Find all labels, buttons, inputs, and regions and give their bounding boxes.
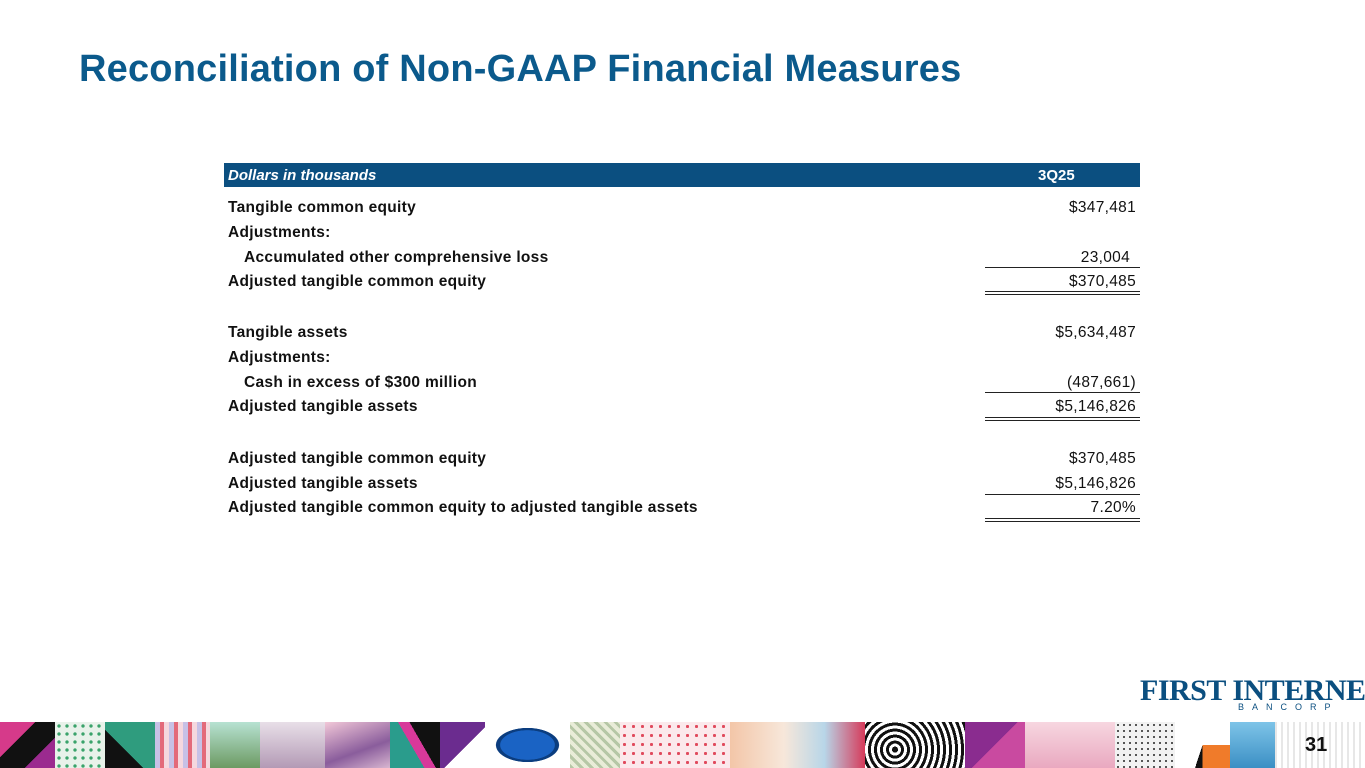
row-label: Adjusted tangible assets	[228, 475, 418, 492]
row-label: Adjusted tangible common equity to adjus…	[228, 499, 698, 516]
band-tile	[730, 722, 865, 768]
logo-wordmark: FIRST INTERNET	[1140, 674, 1365, 707]
row-label: Adjustments:	[228, 224, 331, 241]
row-value: $5,634,487	[1055, 324, 1136, 341]
row-label: Cash in excess of $300 million	[244, 374, 477, 391]
total-double-rule	[985, 417, 1140, 421]
band-tile	[570, 722, 620, 768]
header-period: 3Q25	[1038, 167, 1075, 184]
subtotal-rule	[985, 392, 1140, 393]
band-tile	[1275, 722, 1365, 768]
reconciliation-table: Dollars in thousands 3Q25 Tangible commo…	[224, 163, 1140, 522]
row-value: $370,485	[1068, 450, 1136, 467]
band-tile	[620, 722, 730, 768]
band-tile	[1175, 722, 1230, 768]
subtotal-rule	[985, 267, 1140, 268]
row-label: Tangible common equity	[228, 199, 417, 216]
row-value: $370,485	[1068, 273, 1136, 290]
band-tile	[865, 722, 965, 768]
row-value: $5,146,826	[1055, 398, 1136, 415]
band-tile	[0, 722, 55, 768]
table-row: Adjustments:	[224, 349, 1140, 369]
header-label: Dollars in thousands	[228, 167, 377, 184]
band-tile	[440, 722, 485, 768]
row-value: 23,004	[1080, 249, 1130, 266]
band-tile	[55, 722, 105, 768]
logo-subtitle: BANCORP	[1238, 702, 1339, 712]
total-double-rule	[985, 291, 1140, 295]
table-row: Cash in excess of $300 million (487,661)	[224, 374, 1140, 394]
row-label: Accumulated other comprehensive loss	[244, 249, 549, 266]
row-label: Adjusted tangible common equity	[228, 273, 487, 290]
row-value: $5,146,826	[1055, 475, 1136, 492]
band-tile	[485, 722, 570, 768]
row-label: Adjusted tangible assets	[228, 398, 418, 415]
row-value: $347,481	[1068, 199, 1136, 216]
table-row: Adjusted tangible common equity to adjus…	[224, 499, 1140, 519]
band-tile	[965, 722, 1025, 768]
band-tile	[155, 722, 210, 768]
table-row: Accumulated other comprehensive loss 23,…	[224, 249, 1140, 269]
band-tile	[105, 722, 155, 768]
band-tile	[1025, 722, 1115, 768]
band-tile	[1115, 722, 1175, 768]
company-logo: FIRST INTERNET BANCORP	[1140, 672, 1365, 712]
table-row: Tangible assets $5,634,487	[224, 324, 1140, 344]
page-number: 31	[1305, 734, 1328, 756]
table-row: Adjusted tangible common equity $370,485	[224, 450, 1140, 470]
table-row: Adjusted tangible common equity $370,485	[224, 273, 1140, 293]
table-row: Adjusted tangible assets $5,146,826	[224, 475, 1140, 495]
band-tile	[260, 722, 325, 768]
total-double-rule	[985, 518, 1140, 522]
decorative-photo-band	[0, 722, 1365, 768]
table-row: Adjusted tangible assets $5,146,826	[224, 398, 1140, 418]
table-header: Dollars in thousands 3Q25	[224, 163, 1140, 187]
table-row: Adjustments:	[224, 224, 1140, 244]
band-tile	[390, 722, 440, 768]
band-tile	[210, 722, 260, 768]
band-tile	[325, 722, 390, 768]
row-value: (487,661)	[1066, 374, 1136, 391]
row-label: Tangible assets	[228, 324, 348, 341]
band-tile	[1230, 722, 1275, 768]
row-value: 7.20%	[1090, 499, 1136, 516]
page-title: Reconciliation of Non-GAAP Financial Mea…	[79, 48, 962, 90]
row-label: Adjustments:	[228, 349, 331, 366]
row-label: Adjusted tangible common equity	[228, 450, 487, 467]
subtotal-rule	[985, 494, 1140, 495]
table-row: Tangible common equity $347,481	[224, 199, 1140, 219]
